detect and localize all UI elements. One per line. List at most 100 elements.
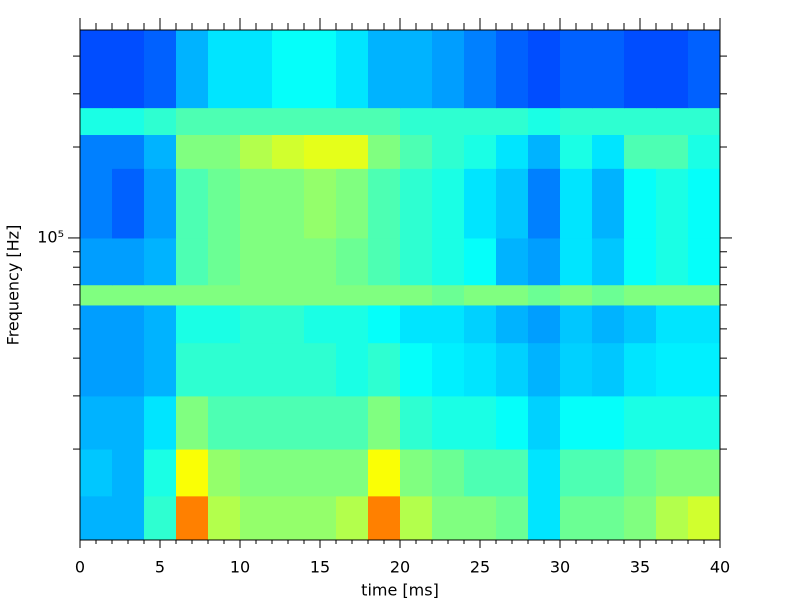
x-axis-label: time [ms] xyxy=(361,581,439,600)
heatmap-cell xyxy=(240,107,273,136)
heatmap-cell xyxy=(464,134,497,169)
heatmap-cell xyxy=(432,168,465,239)
heatmap-cell xyxy=(624,495,657,541)
heatmap-cell xyxy=(368,449,401,497)
heatmap-cell xyxy=(80,395,113,450)
heatmap-cell xyxy=(688,495,721,541)
heatmap-cell xyxy=(656,495,689,541)
heatmap-cell xyxy=(496,134,529,169)
heatmap-cell xyxy=(240,342,273,397)
heatmap-cell xyxy=(656,30,689,109)
y-axis-label: Frequency [Hz] xyxy=(4,225,23,346)
heatmap-cell xyxy=(688,395,721,450)
heatmap-cell xyxy=(304,237,337,286)
heatmap-cell xyxy=(592,134,625,169)
heatmap-cell xyxy=(176,168,209,239)
heatmap-cell xyxy=(432,304,465,344)
x-tick-label: 35 xyxy=(630,558,650,577)
heatmap-cell xyxy=(624,30,657,109)
heatmap-cell xyxy=(240,284,273,306)
heatmap-cell xyxy=(272,107,305,136)
heatmap-cell xyxy=(496,342,529,397)
heatmap-cell xyxy=(208,134,241,169)
heatmap-cell xyxy=(464,395,497,450)
heatmap-cell xyxy=(208,395,241,450)
heatmap-cell xyxy=(208,342,241,397)
heatmap-cell xyxy=(304,30,337,109)
x-tick-label: 30 xyxy=(550,558,570,577)
heatmap-cell xyxy=(528,304,561,344)
heatmap-cell xyxy=(400,495,433,541)
heatmap-cell xyxy=(432,342,465,397)
y-tick-label: 10⁵ xyxy=(37,227,64,246)
heatmap-cell xyxy=(176,304,209,344)
heatmap-cell xyxy=(304,134,337,169)
heatmap-cell xyxy=(368,237,401,286)
heatmap-cell xyxy=(80,237,113,286)
heatmap-cell xyxy=(176,449,209,497)
heatmap-cell xyxy=(336,237,369,286)
x-tick-label: 25 xyxy=(470,558,490,577)
heatmap-cell xyxy=(400,168,433,239)
heatmap-cell xyxy=(240,395,273,450)
heatmap-cell xyxy=(176,237,209,286)
heatmap-cell xyxy=(464,304,497,344)
heatmap-cell xyxy=(144,304,177,344)
heatmap-cell xyxy=(336,284,369,306)
heatmap-cell xyxy=(656,395,689,450)
heatmap-cell xyxy=(144,495,177,541)
heatmap-cell xyxy=(208,495,241,541)
heatmap-cell xyxy=(624,284,657,306)
heatmap-cell xyxy=(432,449,465,497)
heatmap-cell xyxy=(560,107,593,136)
heatmap-cell xyxy=(464,342,497,397)
heatmap-cell xyxy=(144,284,177,306)
heatmap-cell xyxy=(272,237,305,286)
heatmap-cell xyxy=(368,342,401,397)
heatmap-cell xyxy=(80,304,113,344)
heatmap-cell xyxy=(592,395,625,450)
heatmap-cell xyxy=(272,342,305,397)
heatmap-cell xyxy=(240,495,273,541)
heatmap-cell xyxy=(592,449,625,497)
heatmap-cell xyxy=(176,495,209,541)
heatmap-cell xyxy=(144,342,177,397)
heatmap-cell xyxy=(112,237,145,286)
heatmap-cell xyxy=(560,304,593,344)
heatmap-cell xyxy=(208,449,241,497)
heatmap-cell xyxy=(208,304,241,344)
heatmap-cell xyxy=(80,449,113,497)
heatmap-cell xyxy=(432,107,465,136)
heatmap-cell xyxy=(368,304,401,344)
heatmap-cell xyxy=(592,284,625,306)
heatmap-cell xyxy=(368,168,401,239)
heatmap-cell xyxy=(496,284,529,306)
heatmap-cell xyxy=(496,107,529,136)
heatmap-cell xyxy=(400,284,433,306)
x-tick-label: 0 xyxy=(75,558,85,577)
heatmap-cell xyxy=(336,304,369,344)
heatmap-cell xyxy=(304,304,337,344)
heatmap-cell xyxy=(528,395,561,450)
heatmap-cell xyxy=(240,304,273,344)
heatmap-cell xyxy=(624,395,657,450)
heatmap-cell xyxy=(464,168,497,239)
heatmap-cell xyxy=(400,237,433,286)
heatmap-cell xyxy=(176,134,209,169)
heatmap-cell xyxy=(304,449,337,497)
heatmap-cell xyxy=(688,449,721,497)
heatmap-cell xyxy=(496,395,529,450)
heatmap-cell xyxy=(528,107,561,136)
heatmap-cell xyxy=(656,107,689,136)
heatmap-cell xyxy=(496,168,529,239)
heatmap-cell xyxy=(272,134,305,169)
heatmap-cell xyxy=(272,30,305,109)
x-tick-label: 5 xyxy=(155,558,165,577)
heatmap-cell xyxy=(464,30,497,109)
x-tick-label: 15 xyxy=(310,558,330,577)
heatmap-cell xyxy=(336,395,369,450)
heatmap-cell xyxy=(496,237,529,286)
heatmap-cell xyxy=(336,134,369,169)
heatmap-cell xyxy=(432,30,465,109)
heatmap-cell xyxy=(112,495,145,541)
